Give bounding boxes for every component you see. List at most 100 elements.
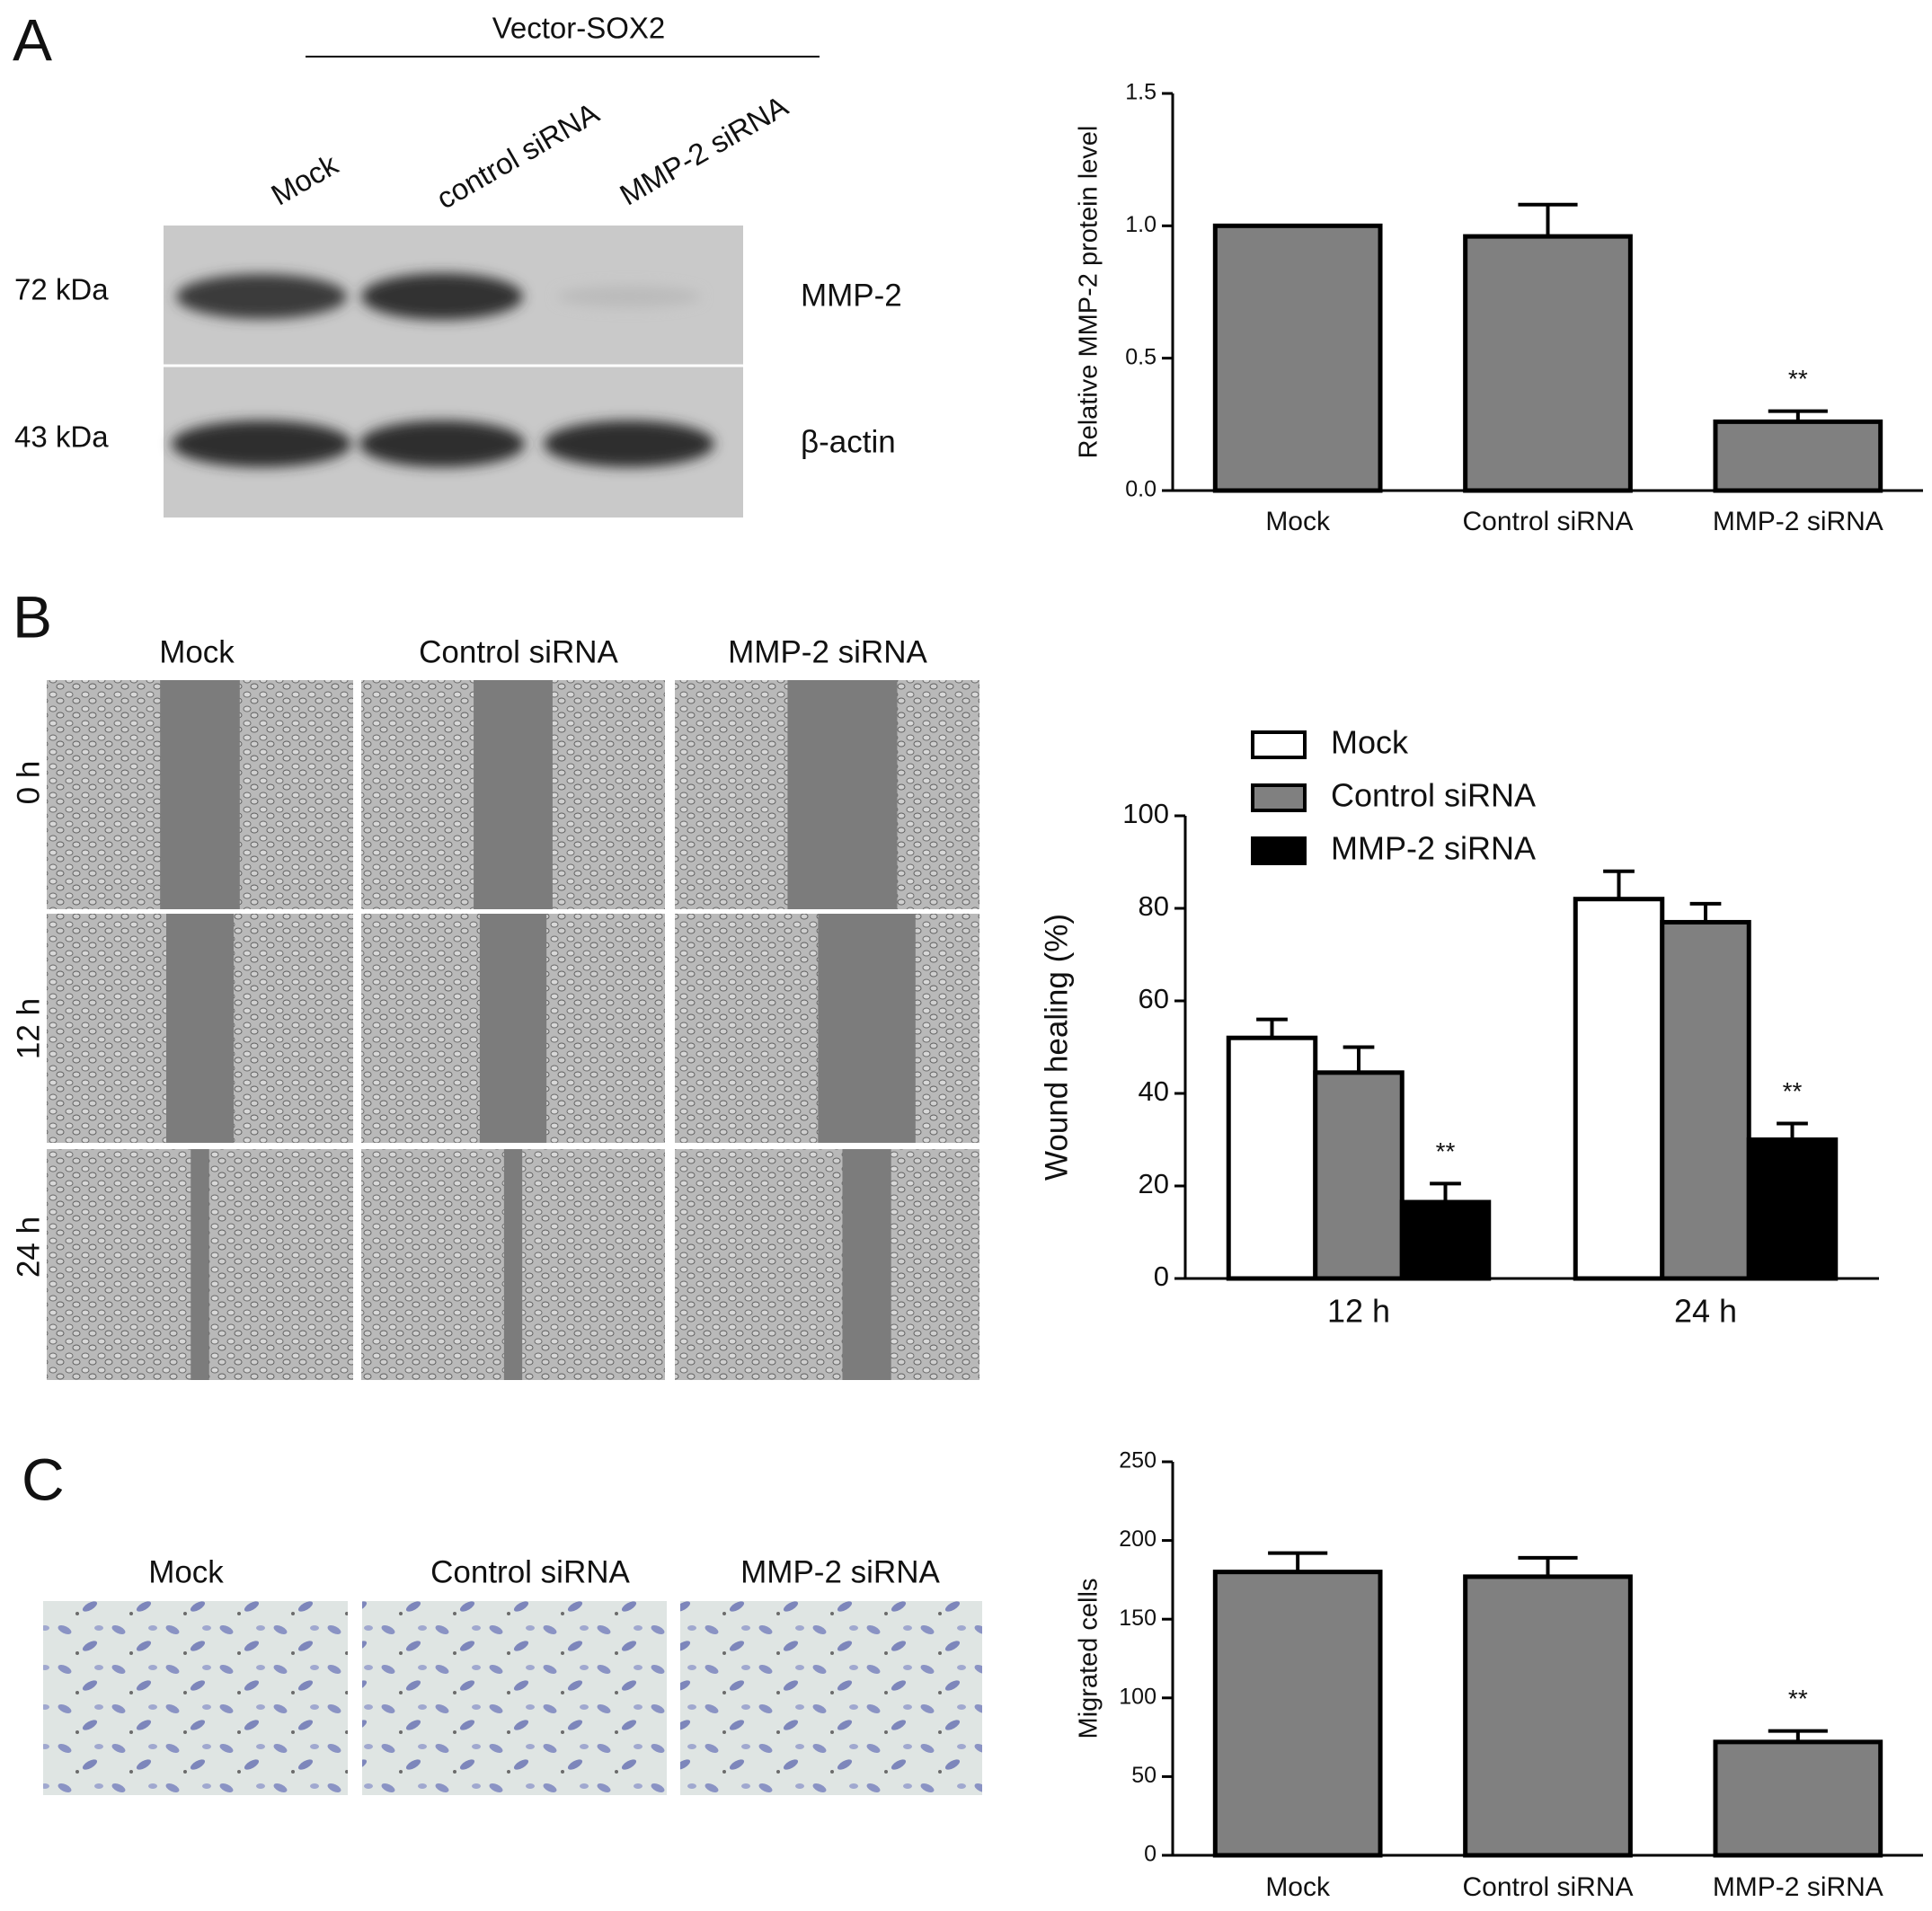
x-tick-label: Mock: [1265, 1872, 1331, 1902]
band: [557, 286, 701, 307]
significance: **: [1788, 1685, 1808, 1712]
error-bar: [1430, 1181, 1461, 1203]
y-tick-label: 40: [1139, 1075, 1169, 1107]
error-bar: [1768, 409, 1828, 422]
wound-gap: [818, 914, 916, 1143]
error-bar: [1518, 202, 1578, 237]
bar: [1399, 1199, 1492, 1281]
blot-membrane: [164, 226, 743, 518]
row-label: 12 h: [11, 998, 46, 1059]
legend-swatch: [1251, 730, 1307, 759]
column-title: Mock: [159, 634, 235, 669]
band: [361, 273, 523, 320]
y-tick-label: 0.5: [1125, 344, 1157, 369]
panel-label: A: [13, 6, 52, 73]
band-size: 43 kDa: [14, 420, 109, 454]
wound-gap: [160, 680, 240, 909]
x-tick-label: Mock: [1265, 507, 1331, 536]
y-axis-label: Wound healing (%): [1039, 914, 1074, 1181]
column-title: Mock: [148, 1554, 224, 1589]
significance: **: [1783, 1077, 1803, 1105]
blot-bands: [172, 273, 714, 467]
y-tick-label: 80: [1139, 890, 1169, 922]
bar: [1713, 419, 1883, 493]
y-axis-label: Migrated cells: [1075, 1579, 1103, 1739]
legend-swatch: [1251, 783, 1307, 812]
y-tick-label: 250: [1119, 1448, 1157, 1473]
band-protein: β-actin: [801, 424, 896, 459]
band-size: 72 kDa: [14, 273, 109, 306]
x-tick-label: Control siRNA: [1462, 1872, 1633, 1902]
bar: [1660, 919, 1751, 1281]
wound-gap: [479, 914, 547, 1143]
bar: [1573, 897, 1665, 1281]
column-title: MMP-2 siRNA: [740, 1554, 940, 1589]
bar: [1463, 1574, 1633, 1858]
error-bar: [1518, 1555, 1578, 1577]
y-axis-label: Relative MMP-2 protein level: [1075, 126, 1103, 459]
significance: **: [1788, 365, 1808, 393]
band: [544, 420, 714, 467]
band: [176, 274, 347, 319]
y-tick-label: 150: [1119, 1606, 1157, 1631]
transwell-image: [43, 1601, 348, 1795]
error-bar: [1689, 901, 1722, 923]
y-tick-label: 1.5: [1125, 80, 1157, 105]
bar: [1463, 234, 1633, 493]
panel-label: B: [13, 583, 52, 650]
error-bar: [1256, 1017, 1288, 1039]
band: [172, 420, 351, 467]
y-tick-label: 1.0: [1125, 212, 1157, 237]
bar: [1746, 1137, 1839, 1281]
legend-swatch: [1251, 836, 1307, 865]
legend-label: Control siRNA: [1331, 777, 1536, 814]
column-title: Control siRNA: [419, 634, 618, 669]
y-tick-label: 60: [1139, 983, 1169, 1014]
row-label: 24 h: [11, 1216, 46, 1278]
x-tick-label: 12 h: [1327, 1293, 1390, 1330]
legend-label: Mock: [1331, 724, 1409, 761]
error-bar: [1603, 869, 1635, 899]
wound-image: [675, 1149, 979, 1380]
band: [359, 420, 525, 467]
column-title: MMP-2 siRNA: [728, 634, 927, 669]
significance: **: [1436, 1137, 1456, 1165]
panel-label: C: [22, 1446, 65, 1512]
wound-gap: [503, 1149, 523, 1380]
wound-gap: [191, 1149, 209, 1380]
error-bar: [1343, 1045, 1375, 1073]
bar: [1313, 1070, 1405, 1281]
column-title: Control siRNA: [430, 1554, 630, 1589]
bar: [1212, 223, 1383, 493]
bar: [1212, 1570, 1383, 1858]
row-label: 0 h: [11, 761, 46, 805]
y-tick-label: 0.0: [1125, 477, 1157, 502]
transwell-image: [680, 1601, 982, 1795]
wound-gap: [474, 680, 553, 909]
wound-gap: [165, 914, 235, 1143]
band-protein: MMP-2: [801, 278, 902, 313]
blot-header: Vector-SOX2: [492, 12, 666, 45]
y-tick-label: 20: [1139, 1168, 1169, 1199]
wound-gap: [842, 1149, 891, 1380]
y-tick-label: 100: [1122, 798, 1169, 829]
y-tick-label: 200: [1119, 1526, 1157, 1552]
bar: [1226, 1035, 1318, 1281]
wound-gap: [787, 680, 898, 909]
x-tick-label: 24 h: [1674, 1293, 1737, 1330]
error-bar: [1268, 1551, 1328, 1572]
error-bar: [1768, 1729, 1828, 1742]
x-tick-label: MMP-2 siRNA: [1713, 1872, 1883, 1902]
transwell-image: [362, 1601, 667, 1795]
y-tick-label: 0: [1154, 1261, 1169, 1292]
y-tick-label: 100: [1119, 1684, 1157, 1709]
x-tick-label: MMP-2 siRNA: [1713, 507, 1883, 536]
x-tick-label: Control siRNA: [1462, 507, 1633, 536]
legend-label: MMP-2 siRNA: [1331, 830, 1536, 867]
bar: [1713, 1739, 1883, 1858]
y-tick-label: 0: [1144, 1842, 1157, 1867]
error-bar: [1777, 1121, 1808, 1140]
y-tick-label: 50: [1131, 1763, 1157, 1788]
